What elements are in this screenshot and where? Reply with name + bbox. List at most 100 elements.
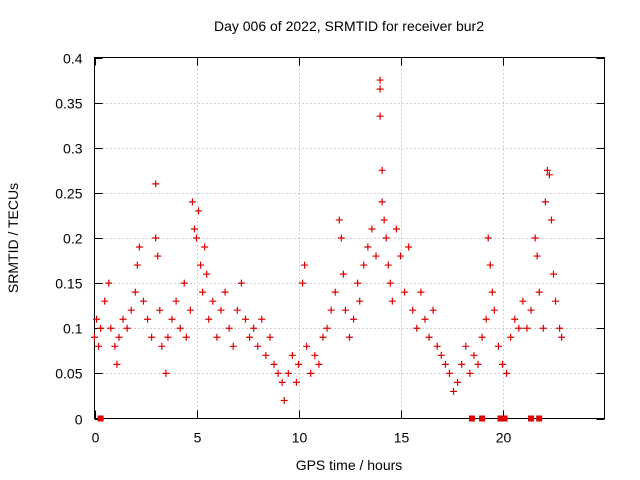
data-point xyxy=(539,324,547,332)
data-point xyxy=(113,360,121,368)
data-point xyxy=(388,297,396,305)
data-point xyxy=(433,342,441,350)
data-point xyxy=(241,315,249,323)
data-point xyxy=(356,297,364,305)
data-point xyxy=(474,360,482,368)
data-point xyxy=(91,333,98,341)
data-point xyxy=(445,369,453,377)
x-tick-label: 15 xyxy=(394,430,410,446)
chart-title: Day 006 of 2022, SRMTID for receiver bur… xyxy=(214,18,484,34)
data-point xyxy=(488,288,496,296)
data-point xyxy=(266,333,274,341)
data-point xyxy=(221,288,229,296)
data-point xyxy=(182,333,190,341)
data-point xyxy=(535,288,543,296)
data-point xyxy=(372,252,380,260)
data-point xyxy=(543,166,551,174)
baseline-marker xyxy=(479,415,486,422)
data-point xyxy=(105,279,113,287)
data-point xyxy=(301,261,309,269)
data-point xyxy=(376,85,384,93)
data-point xyxy=(97,324,105,332)
baseline-marker xyxy=(501,415,508,422)
baseline-marker xyxy=(97,415,104,422)
data-point xyxy=(376,112,384,120)
data-point xyxy=(462,342,470,350)
data-point xyxy=(556,324,564,332)
data-point xyxy=(205,315,213,323)
y-tick-label: 0.1 xyxy=(63,321,83,337)
data-point xyxy=(397,252,404,260)
data-point xyxy=(527,306,535,314)
data-point xyxy=(154,252,162,260)
data-points xyxy=(91,76,566,404)
data-point xyxy=(176,324,184,332)
data-point xyxy=(335,216,343,224)
data-point xyxy=(470,351,478,359)
data-point xyxy=(172,297,180,305)
data-point xyxy=(515,324,523,332)
data-point xyxy=(486,261,494,269)
data-point xyxy=(425,333,433,341)
data-point xyxy=(225,324,233,332)
data-point xyxy=(139,297,147,305)
data-point xyxy=(188,198,196,206)
data-point xyxy=(552,297,560,305)
data-point xyxy=(278,378,286,386)
data-point xyxy=(229,342,237,350)
data-point xyxy=(421,315,429,323)
data-point xyxy=(213,333,221,341)
data-point xyxy=(180,279,188,287)
data-point xyxy=(417,288,425,296)
data-point xyxy=(466,369,474,377)
y-axis-label: SRMTID / TECUs xyxy=(5,183,21,293)
data-point xyxy=(458,360,466,368)
data-point xyxy=(315,360,323,368)
data-point xyxy=(550,270,557,278)
data-point xyxy=(258,315,266,323)
data-point xyxy=(507,333,515,341)
data-point xyxy=(337,234,345,242)
data-point xyxy=(93,315,101,323)
data-point xyxy=(115,333,123,341)
data-point xyxy=(499,360,506,368)
data-point xyxy=(478,333,486,341)
data-point xyxy=(429,306,437,314)
data-point xyxy=(148,333,156,341)
data-point xyxy=(523,324,531,332)
data-point xyxy=(547,216,555,224)
data-point xyxy=(392,225,400,233)
data-point xyxy=(199,288,207,296)
data-point xyxy=(405,243,413,251)
data-point xyxy=(119,315,127,323)
data-point xyxy=(360,261,368,269)
x-tick-label: 5 xyxy=(194,430,202,446)
data-point xyxy=(168,315,176,323)
data-point xyxy=(127,306,135,314)
baseline-marker xyxy=(528,415,535,422)
data-point xyxy=(323,324,331,332)
data-point xyxy=(209,297,217,305)
data-point xyxy=(511,315,519,323)
data-point xyxy=(217,306,225,314)
data-point xyxy=(382,234,390,242)
y-tick-label: 0 xyxy=(75,412,83,428)
data-point xyxy=(197,261,205,269)
x-tick-label: 0 xyxy=(92,430,100,446)
data-point xyxy=(378,198,386,206)
data-point xyxy=(101,297,109,305)
data-point xyxy=(368,225,376,233)
data-point xyxy=(284,369,292,377)
y-tick-label: 0.25 xyxy=(55,186,82,202)
data-point xyxy=(246,333,254,341)
data-point xyxy=(295,360,302,368)
data-point xyxy=(380,216,388,224)
data-point xyxy=(378,166,386,174)
data-point xyxy=(454,378,462,386)
data-point xyxy=(503,369,511,377)
data-point xyxy=(413,324,421,332)
data-point xyxy=(233,306,241,314)
data-point xyxy=(162,369,170,377)
y-tick-label: 0.35 xyxy=(55,96,82,112)
